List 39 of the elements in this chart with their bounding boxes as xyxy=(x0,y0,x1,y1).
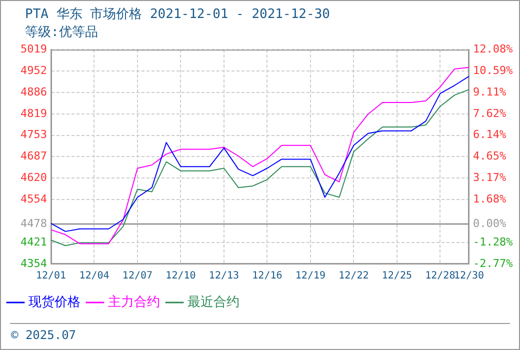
y-tick-label: 4354 xyxy=(20,256,48,270)
y2-tick-label: 6.14% xyxy=(473,128,506,142)
chart-title: PTA 华东 市场价格 2021-12-01 - 2021-12-30 xyxy=(25,6,330,23)
y-tick-label: 4819 xyxy=(20,106,47,120)
legend-label: 主力合约 xyxy=(108,294,160,310)
y-tick-label: 4952 xyxy=(20,64,47,78)
y2-tick-label: 9.11% xyxy=(473,85,506,98)
chart-subtitle: 等级:优等品 xyxy=(25,24,98,41)
y2-tick-label: 12.08% xyxy=(473,42,514,56)
x-tick-label: 12/25 xyxy=(382,270,412,282)
y-tick-label: 4687 xyxy=(20,150,47,162)
x-tick-label: 12/04 xyxy=(79,270,110,282)
legend-label: 最近合约 xyxy=(188,294,240,310)
x-tick-label: 12/01 xyxy=(36,270,66,282)
y-tick-label: 4554 xyxy=(20,192,48,206)
x-tick-label: 12/22 xyxy=(338,270,369,282)
x-tick-label: 12/28 xyxy=(425,270,456,282)
y2-tick-label: 0.00% xyxy=(473,216,506,230)
y2-tick-label: -1.28% xyxy=(473,235,514,248)
y-tick-label: 5019 xyxy=(20,42,47,56)
y2-tick-label: 3.17% xyxy=(473,171,506,184)
x-tick-label: 12/13 xyxy=(208,270,240,282)
x-tick-label: 12/10 xyxy=(166,270,196,282)
x-tick-label: 12/19 xyxy=(295,270,326,282)
legend-label: 现货价格 xyxy=(28,294,80,310)
y2-tick-label: 7.62% xyxy=(473,106,506,120)
text: © 2025.07 xyxy=(11,328,76,342)
y2-tick-label: 4.65% xyxy=(473,150,506,163)
y-tick-label: 4886 xyxy=(20,85,47,98)
y2-tick-label: 1.68% xyxy=(473,192,506,206)
y-tick-label: 4753 xyxy=(20,128,47,142)
y-tick-label: 4478 xyxy=(20,216,47,230)
y2-tick-label: -2.77% xyxy=(473,256,514,270)
y-tick-label: 4421 xyxy=(20,235,47,248)
x-tick-label: 12/07 xyxy=(122,270,153,282)
y-tick-label: 4620 xyxy=(20,171,47,184)
x-tick-label: 12/30 xyxy=(454,270,484,282)
x-tick-label: 12/16 xyxy=(252,270,282,282)
y2-tick-label: 10.59% xyxy=(473,64,514,77)
